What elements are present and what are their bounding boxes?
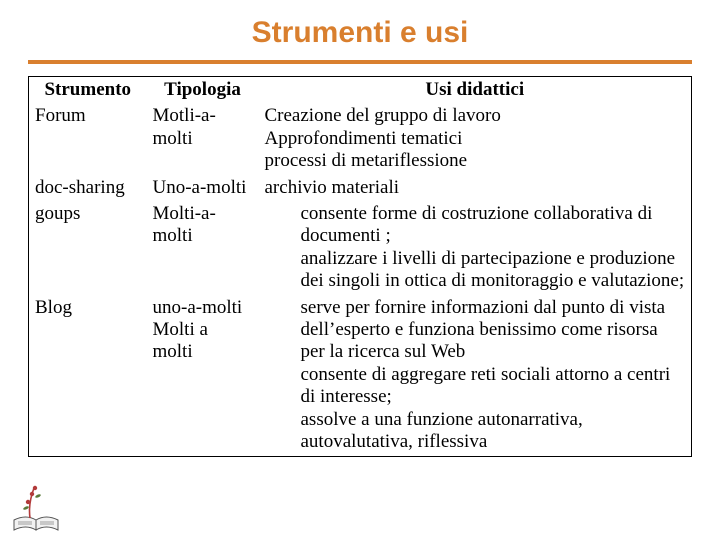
table-row: doc-sharing Uno-a-molti archivio materia… bbox=[29, 175, 692, 201]
cell-tipologia: uno-a-molti Molti a molti bbox=[147, 295, 259, 456]
usi-item: serve per fornire informazioni dal punto… bbox=[265, 297, 686, 364]
table-row: goups Molti-a-molti consente forme di co… bbox=[29, 201, 692, 295]
cell-strumento: Forum bbox=[29, 103, 147, 174]
cell-strumento: goups bbox=[29, 201, 147, 295]
page-title: Strumenti e usi bbox=[28, 16, 692, 50]
col-header-strumento: Strumento bbox=[29, 77, 147, 104]
book-with-branch-icon bbox=[8, 474, 66, 532]
table-header-row: Strumento Tipologia Usi didattici bbox=[29, 77, 692, 104]
tools-table: Strumento Tipologia Usi didattici Forum … bbox=[28, 76, 692, 457]
usi-item: assolve a una funzione autonarrativa, au… bbox=[265, 409, 686, 454]
table-row: Forum Motli-a-molti Creazione del gruppo… bbox=[29, 103, 692, 174]
cell-usi: Creazione del gruppo di lavoro Approfond… bbox=[259, 103, 692, 174]
cell-tipologia: Uno-a-molti bbox=[147, 175, 259, 201]
cell-tipologia: Motli-a-molti bbox=[147, 103, 259, 174]
usi-item: analizzare i livelli di partecipazione e… bbox=[265, 248, 686, 293]
cell-strumento: doc-sharing bbox=[29, 175, 147, 201]
table-row: Blog uno-a-molti Molti a molti serve per… bbox=[29, 295, 692, 456]
usi-item: consente di aggregare reti sociali attor… bbox=[265, 364, 686, 409]
col-header-usi: Usi didattici bbox=[259, 77, 692, 104]
usi-item: Creazione del gruppo di lavoro bbox=[265, 105, 686, 127]
cell-strumento: Blog bbox=[29, 295, 147, 456]
cell-usi: archivio materiali bbox=[259, 175, 692, 201]
title-rule bbox=[28, 60, 692, 64]
usi-item: Approfondimenti tematici bbox=[265, 128, 686, 150]
usi-item: consente forme di costruzione collaborat… bbox=[265, 203, 686, 248]
usi-item: archivio materiali bbox=[265, 177, 686, 199]
cell-usi: serve per fornire informazioni dal punto… bbox=[259, 295, 692, 456]
cell-tipologia: Molti-a-molti bbox=[147, 201, 259, 295]
usi-item: processi di metariflessione bbox=[265, 150, 686, 172]
col-header-tipologia: Tipologia bbox=[147, 77, 259, 104]
cell-usi: consente forme di costruzione collaborat… bbox=[259, 201, 692, 295]
slide-root: Strumenti e usi Strumento Tipologia Usi … bbox=[0, 0, 720, 540]
